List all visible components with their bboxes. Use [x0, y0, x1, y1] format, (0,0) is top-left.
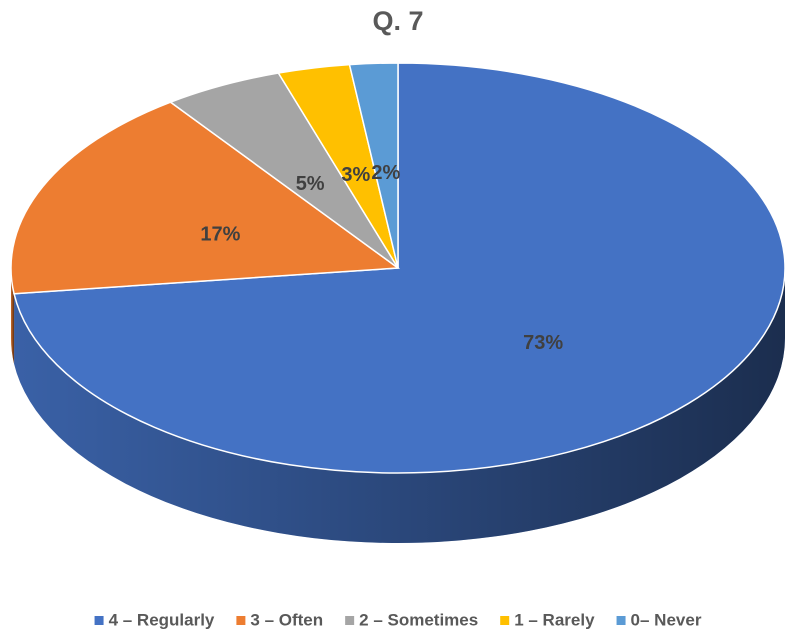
legend-marker	[616, 616, 626, 625]
legend-label: 1 – Rarely	[514, 610, 595, 629]
slice	[13, 62, 786, 474]
slice	[10, 101, 401, 295]
slice	[348, 62, 399, 269]
legend-marker	[236, 616, 246, 625]
legend-label: 4 – Regularly	[109, 610, 215, 629]
data-label: 5%	[296, 173, 325, 195]
data-label: 2%	[371, 162, 400, 184]
legend-marker	[500, 616, 510, 625]
legend-marker	[345, 616, 355, 625]
chart-title: Q. 7	[372, 6, 423, 36]
data-label: 17%	[200, 224, 240, 246]
data-label: 3%	[341, 164, 370, 186]
value-labels: 73% 17% 5% 3% 2%	[200, 162, 563, 354]
slice-side-shade	[14, 268, 785, 543]
legend: 4 – Regularly 3 – Often 2 – Sometimes 1 – R…	[94, 610, 702, 629]
legend-label: 0– Never	[631, 610, 702, 629]
pie-tops	[10, 62, 786, 474]
legend-label: 3 – Often	[250, 610, 323, 629]
legend-marker	[94, 616, 104, 625]
data-label: 73%	[523, 332, 563, 354]
legend-label: 2 – Sometimes	[359, 610, 478, 629]
